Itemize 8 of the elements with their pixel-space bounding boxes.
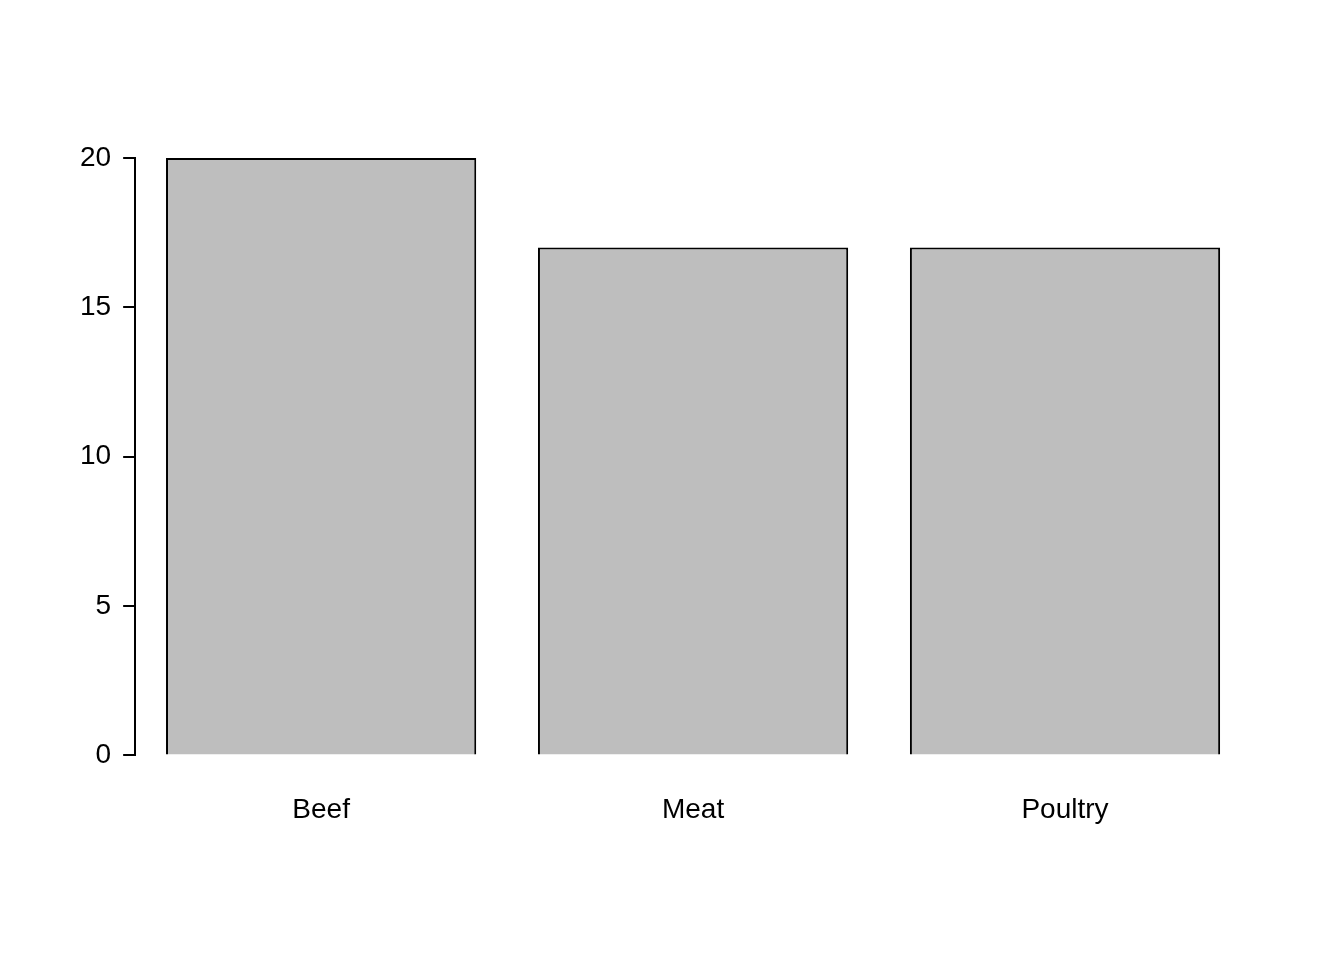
- y-tick-label: 5: [95, 588, 112, 620]
- x-tick-label: Meat: [661, 792, 725, 824]
- y-tick-label: 0: [95, 738, 112, 770]
- y-tick-label: 10: [79, 439, 112, 471]
- x-tick-label: Poultry: [1021, 792, 1109, 824]
- y-tick-label: 20: [79, 140, 112, 172]
- y-tick-label: 15: [79, 290, 112, 322]
- x-tick-label: Beef: [292, 792, 351, 824]
